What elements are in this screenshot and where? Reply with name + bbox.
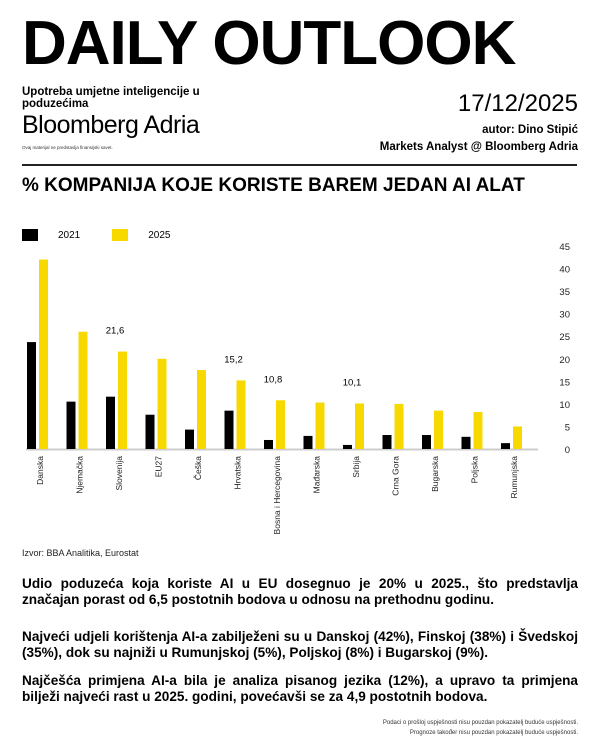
- x-tick-label: Poljska: [470, 456, 480, 484]
- paragraph-1: Udio poduzeća koja koriste AI u EU doseg…: [22, 576, 578, 607]
- bar-2025: [355, 403, 364, 449]
- bar-2025: [39, 259, 48, 449]
- bar-2021: [66, 401, 76, 449]
- bar-2021: [185, 429, 194, 449]
- y-tick-label: 10: [559, 400, 570, 411]
- x-tick-label: Njemačka: [75, 456, 85, 494]
- bar-2021: [145, 414, 155, 449]
- x-tick-label: Rumunjska: [509, 456, 519, 499]
- y-tick-label: 15: [559, 377, 570, 388]
- bar-2021: [343, 444, 352, 449]
- divider: [22, 164, 577, 166]
- report-date: 17/12/2025: [457, 90, 578, 117]
- y-tick-label: 35: [559, 287, 570, 298]
- paragraph-3: Najčešća primjena AI-a bila je analiza p…: [22, 673, 578, 704]
- bar-2025: [78, 331, 88, 449]
- bar-2025: [513, 426, 522, 449]
- x-tick-label: Slovenija: [114, 456, 124, 491]
- footer-note-2: Prognoze također nisu pouzdan pokazatelj…: [409, 730, 578, 736]
- chart-title: % KOMPANIJA KOJE KORISTE BAREM JEDAN AI …: [22, 175, 525, 196]
- x-tick-label: Danska: [35, 456, 45, 485]
- y-tick-label: 5: [565, 422, 570, 433]
- y-tick-label: 45: [559, 242, 570, 253]
- author-role: Markets Analyst @ Bloomberg Adria: [379, 141, 578, 153]
- footer-note-1: Podaci o prošloj uspješnosti nisu pouzda…: [382, 720, 578, 726]
- main-title: DAILY OUTLOOK: [22, 9, 516, 78]
- x-tick-label: Srbija: [351, 456, 361, 478]
- x-tick-label: Hrvatska: [233, 456, 243, 490]
- brand-logo: Bloomberg Adria: [22, 111, 200, 139]
- data-label: 10,1: [343, 377, 362, 388]
- bar-2025: [236, 380, 246, 449]
- legend-swatch-2021: [22, 229, 38, 241]
- x-tick-label: Češka: [193, 456, 203, 480]
- bar-2025: [118, 351, 127, 449]
- y-tick-label: 0: [565, 445, 570, 456]
- bar-2021: [264, 439, 273, 449]
- bar-2021: [461, 436, 471, 449]
- bar-2021: [106, 396, 115, 449]
- legend: 2021 2025: [22, 229, 203, 241]
- y-tick-label: 40: [559, 265, 570, 276]
- legend-swatch-2025: [112, 229, 129, 241]
- y-tick-label: 20: [559, 355, 570, 366]
- bar-2021: [382, 435, 392, 449]
- paragraph-2: Najveći udjeli korištenja AI-a zabilježe…: [22, 629, 578, 660]
- data-label: 21,6: [106, 326, 125, 337]
- data-label: 10,8: [264, 374, 283, 385]
- bar-2021: [303, 435, 313, 449]
- disclaimer: Ovaj materijal ne predstavlja finansijsk…: [22, 145, 113, 150]
- x-tick-label: Crna Gora: [391, 456, 401, 496]
- x-tick-label: Bosna i Hercegovina: [272, 456, 282, 535]
- bar-2025: [473, 412, 483, 449]
- data-label: 15,2: [224, 354, 243, 365]
- chart-source: Izvor: BBA Analitika, Eurostat: [22, 548, 139, 558]
- x-tick-label: Bugarska: [430, 456, 440, 492]
- x-tick-label: EU27: [154, 456, 164, 478]
- y-tick-label: 30: [559, 310, 570, 321]
- bar-2021: [501, 443, 510, 449]
- bar-2025: [315, 402, 325, 449]
- legend-label-2021: 2021: [58, 229, 81, 241]
- x-tick-label: Mađarska: [312, 456, 322, 494]
- author: autor: Dino Stipić: [482, 124, 578, 136]
- bar-2021: [422, 435, 431, 449]
- bar-2025: [276, 400, 285, 449]
- bar-2025: [157, 358, 167, 449]
- report-subtitle: Upotreba umjetne inteligencije u poduzeć…: [22, 86, 200, 110]
- legend-label-2025: 2025: [148, 229, 171, 241]
- bar-2025: [434, 410, 443, 449]
- bar-2025: [394, 403, 404, 449]
- bar-2021: [27, 342, 36, 449]
- bar-2021: [224, 410, 234, 449]
- bar-chart: 0 5 10 15 20 25 30 35 40 45 Danska Njemačka 21,6 Slov…: [26, 242, 570, 535]
- y-tick-label: 25: [559, 332, 570, 343]
- bar-2025: [197, 370, 206, 449]
